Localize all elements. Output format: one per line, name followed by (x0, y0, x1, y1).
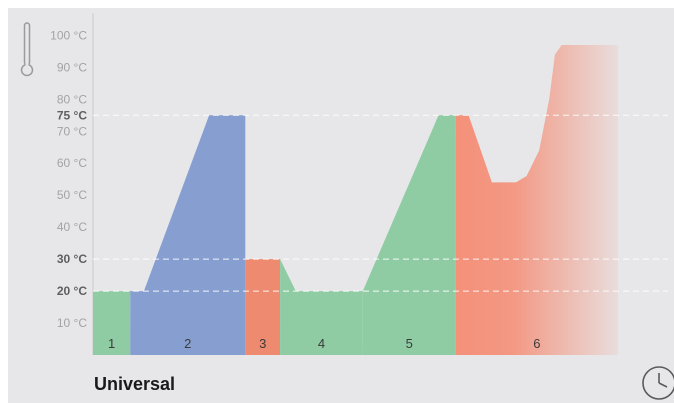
phase-area-6 (455, 45, 618, 355)
phase-label-4: 4 (318, 336, 325, 351)
y-tick-label: 60 °C (57, 156, 87, 170)
phase-area-1 (93, 291, 131, 355)
phase-label-5: 5 (406, 336, 413, 351)
phase-label-2: 2 (184, 336, 191, 351)
program-name: Universal (94, 374, 176, 394)
thermometer-icon (20, 22, 34, 77)
temperature-chart: 10 °C 20 °C 30 °C 40 °C 50 °C 60 °C 70 °C 75 °C… (50, 13, 668, 355)
phase-area-2 (130, 115, 246, 355)
phase-label-1: 1 (108, 336, 115, 351)
y-tick-label: 90 °C (57, 60, 87, 74)
y-tick-label: 20 °C (57, 284, 87, 298)
clock-icon[interactable] (640, 364, 674, 402)
y-tick-label: 40 °C (57, 220, 87, 234)
y-tick-label: 10 °C (57, 316, 87, 330)
phase-label-3: 3 (259, 336, 266, 351)
y-tick-label: 80 °C (57, 92, 87, 106)
y-tick-label: 50 °C (57, 188, 87, 202)
y-tick-label: 75 °C (57, 108, 87, 122)
y-tick-label: 100 °C (50, 28, 87, 42)
phase-area-3 (245, 259, 281, 355)
phase-area-4 (280, 259, 363, 355)
y-tick-label: 70 °C (57, 124, 87, 138)
y-tick-label: 30 °C (57, 252, 87, 266)
phase-area-5 (362, 115, 456, 355)
phase-label-6: 6 (533, 336, 540, 351)
program-panel: 10 °C 20 °C 30 °C 40 °C 50 °C 60 °C 70 °C 75 °C… (8, 8, 674, 403)
